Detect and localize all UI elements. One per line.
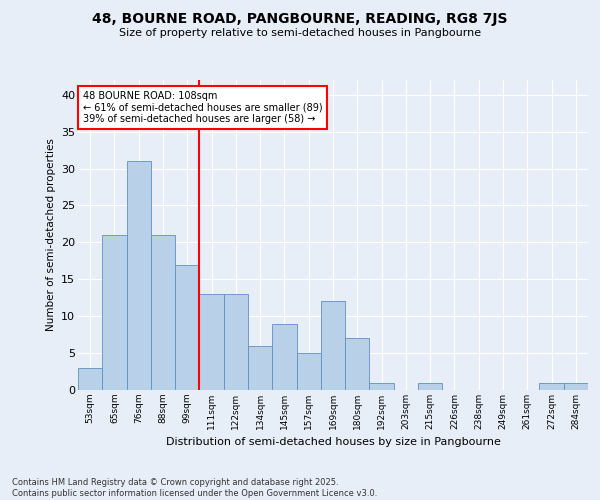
Bar bbox=[127, 161, 151, 390]
Bar bbox=[151, 235, 175, 390]
Bar bbox=[199, 294, 224, 390]
Bar bbox=[175, 264, 199, 390]
Bar bbox=[539, 382, 564, 390]
Bar bbox=[272, 324, 296, 390]
X-axis label: Distribution of semi-detached houses by size in Pangbourne: Distribution of semi-detached houses by … bbox=[166, 438, 500, 448]
Y-axis label: Number of semi-detached properties: Number of semi-detached properties bbox=[46, 138, 56, 332]
Bar bbox=[418, 382, 442, 390]
Bar bbox=[248, 346, 272, 390]
Bar bbox=[224, 294, 248, 390]
Text: 48, BOURNE ROAD, PANGBOURNE, READING, RG8 7JS: 48, BOURNE ROAD, PANGBOURNE, READING, RG… bbox=[92, 12, 508, 26]
Bar bbox=[296, 353, 321, 390]
Text: Size of property relative to semi-detached houses in Pangbourne: Size of property relative to semi-detach… bbox=[119, 28, 481, 38]
Bar bbox=[564, 382, 588, 390]
Bar bbox=[321, 302, 345, 390]
Bar bbox=[370, 382, 394, 390]
Bar bbox=[78, 368, 102, 390]
Bar bbox=[345, 338, 370, 390]
Text: Contains HM Land Registry data © Crown copyright and database right 2025.
Contai: Contains HM Land Registry data © Crown c… bbox=[12, 478, 377, 498]
Text: 48 BOURNE ROAD: 108sqm
← 61% of semi-detached houses are smaller (89)
39% of sem: 48 BOURNE ROAD: 108sqm ← 61% of semi-det… bbox=[83, 91, 322, 124]
Bar bbox=[102, 235, 127, 390]
